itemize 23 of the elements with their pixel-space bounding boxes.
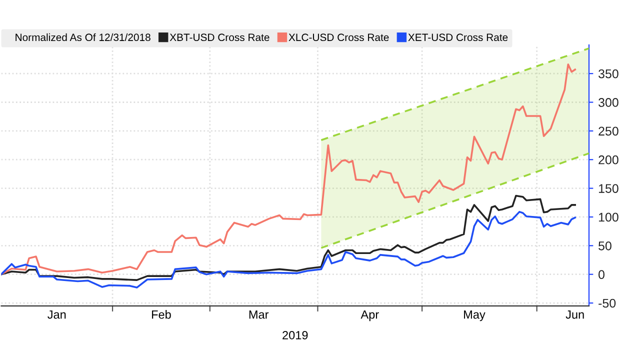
y-tick-label: 0 bbox=[598, 270, 604, 279]
x-tick-label: Feb bbox=[152, 310, 171, 319]
x-tick-label: Apr bbox=[360, 310, 379, 322]
x-tick-label: Jan bbox=[48, 310, 66, 319]
x-tick-label: May bbox=[464, 310, 486, 322]
y-tick-label: 350 bbox=[598, 69, 618, 78]
line-series bbox=[1, 210, 576, 288]
y-tick-label: 250 bbox=[598, 126, 618, 136]
y-tick-label: 150 bbox=[598, 184, 618, 193]
legend-title: Normalized As Of 12/31/2018 bbox=[16, 33, 150, 42]
legend-label: XET-USD Cross Rate bbox=[408, 34, 508, 42]
legend-label: XLC-USD Cross Rate bbox=[288, 34, 389, 42]
line-series bbox=[1, 63, 576, 276]
y-tick-label: 200 bbox=[598, 155, 618, 164]
y-tick-label: 300 bbox=[598, 98, 618, 107]
y-tick-label: 50 bbox=[598, 241, 612, 250]
x-tick-label: Mar bbox=[249, 310, 269, 319]
text: 2019 bbox=[282, 331, 308, 340]
y-tick-label: 100 bbox=[598, 212, 618, 222]
x-tick-label: Jun bbox=[566, 310, 584, 319]
legend-label: XBT-USD Cross Rate bbox=[170, 34, 270, 42]
y-tick-label: -50 bbox=[598, 298, 616, 308]
line-series bbox=[1, 194, 576, 281]
